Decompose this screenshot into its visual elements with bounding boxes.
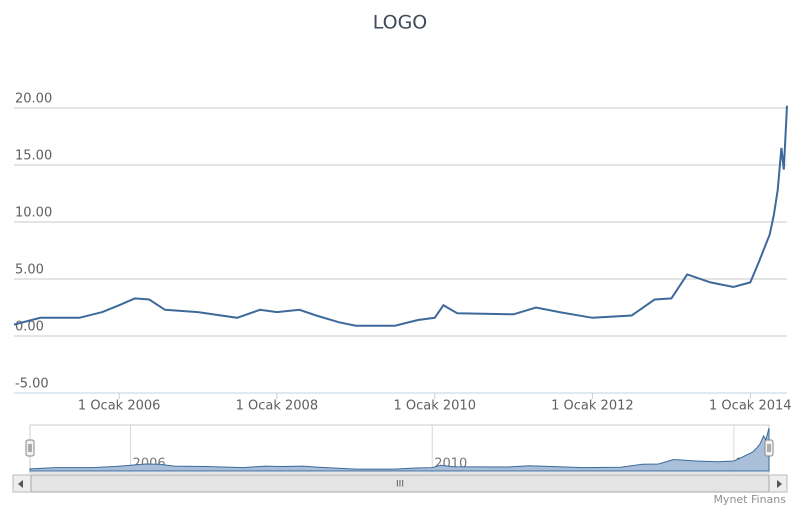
y-tick-label: 20.00: [15, 92, 52, 107]
y-tick-label: 10.00: [15, 206, 52, 221]
navigator-handle[interactable]: [764, 439, 774, 457]
y-tick-label: 5.00: [15, 263, 44, 278]
chart-title: LOGO: [373, 12, 428, 34]
x-tick-label: 1 Ocak 2010: [393, 399, 476, 414]
x-tick-label: 1 Ocak 2014: [709, 399, 792, 414]
price-line: [13, 105, 788, 327]
scrollbar-thumb[interactable]: [30, 474, 770, 493]
x-tick-label: 1 Ocak 2006: [78, 399, 161, 414]
x-tick-label: 1 Ocak 2012: [551, 399, 634, 414]
y-tick-label: 0.00: [15, 320, 44, 335]
scrollbar-grip: III: [396, 480, 404, 490]
y-tick-label: 15.00: [15, 149, 52, 164]
navigator-handle[interactable]: [25, 439, 35, 457]
y-tick-label: -5.00: [15, 377, 49, 392]
navigator-area: [29, 427, 770, 472]
scroll-left-arrow[interactable]: [18, 480, 23, 488]
x-tick-label: 1 Ocak 2008: [236, 399, 319, 414]
scroll-right-arrow[interactable]: [777, 480, 782, 488]
credits[interactable]: Mynet Finans: [713, 493, 786, 506]
